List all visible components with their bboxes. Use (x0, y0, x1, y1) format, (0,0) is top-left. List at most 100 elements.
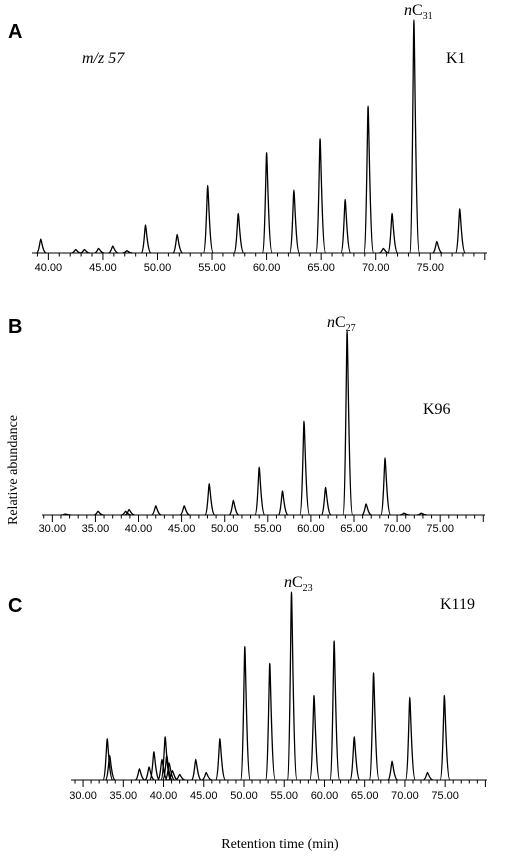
peak (387, 760, 399, 781)
tick-label: 75.00 (426, 523, 454, 535)
tick-label: 45.00 (190, 790, 218, 802)
peak (409, 19, 421, 254)
peak (157, 758, 168, 781)
panel-letter-c: C (8, 595, 22, 617)
peak (167, 769, 179, 781)
panel-letter-b: B (8, 316, 22, 338)
tick-label: 55.00 (270, 790, 298, 802)
peak (94, 247, 105, 254)
peak (149, 751, 161, 781)
peak (254, 466, 266, 516)
peak (342, 330, 354, 516)
tick-label: 35.00 (110, 790, 138, 802)
peak (151, 505, 162, 516)
peak (363, 105, 375, 254)
panel-c: C K119 nC23 30.00 35.00 40.00 45.00 50.00 55.… (8, 574, 487, 802)
peak (36, 238, 47, 254)
trace-a (32, 19, 487, 254)
peak (124, 508, 135, 516)
panel-b: B K96 nC27 30.00 35.00 40.00 45.00 50.00 55.0… (8, 314, 485, 535)
tick-label: 45.00 (168, 523, 196, 535)
peak (172, 233, 184, 254)
x-axis-c: 30.00 35.00 40.00 45.00 50.00 55.00 60.00 65.00… (69, 780, 486, 802)
peak (404, 696, 416, 781)
peak (423, 771, 434, 781)
sample-label-k119: K119 (440, 596, 475, 613)
peak (202, 184, 214, 254)
tick-label: 70.00 (362, 262, 390, 274)
peak (233, 212, 245, 254)
x-axis-title: Retention time (min) (221, 837, 339, 852)
sample-label-k1: K1 (446, 50, 466, 67)
peak-label-nc27: nC27 (327, 314, 356, 334)
peak (320, 486, 332, 516)
tick-label: 75.00 (416, 262, 444, 274)
peak (329, 640, 341, 781)
peak (264, 662, 276, 781)
tick-label: 65.00 (340, 523, 368, 535)
peak (340, 198, 352, 254)
tick-label: 60.00 (311, 790, 339, 802)
peak (121, 510, 132, 516)
peak (399, 512, 410, 516)
peak (179, 505, 190, 516)
peak (439, 694, 451, 781)
peak (140, 224, 152, 254)
peak (134, 768, 146, 781)
peak (122, 250, 133, 254)
peak-label-nc23: nC23 (284, 574, 313, 594)
peak (286, 591, 298, 781)
tick-label: 55.00 (198, 262, 226, 274)
tick-label: 40.00 (150, 790, 178, 802)
sample-label-k96: K96 (423, 401, 451, 418)
tick-label: 70.00 (383, 523, 411, 535)
peak (454, 208, 466, 254)
tick-label: 50.00 (144, 262, 172, 274)
tick-label: 65.00 (307, 262, 335, 274)
peak (215, 737, 227, 781)
tick-label: 45.00 (89, 262, 117, 274)
peak (93, 510, 104, 516)
peak (361, 503, 372, 516)
tick-label: 75.00 (431, 790, 459, 802)
tick-label: 35.00 (82, 523, 110, 535)
peak (261, 152, 273, 254)
tick-label: 40.00 (125, 523, 153, 535)
tick-label: 40.00 (35, 262, 63, 274)
x-axis-b: 30.00 35.00 40.00 45.00 50.00 55.00 60.00 65.00… (39, 515, 484, 535)
peak (71, 248, 82, 254)
peak-label-nc31: nC31 (404, 2, 433, 22)
panel-a: A m/z 57 K1 nC31 40.00 45.00 50.00 55.00 60.… (8, 2, 487, 274)
peak (379, 247, 390, 254)
peak (164, 762, 176, 781)
panel-letter-a: A (8, 21, 22, 43)
peak (228, 499, 240, 516)
peak (144, 766, 155, 781)
peak (108, 245, 119, 254)
peak (104, 754, 116, 781)
peak (204, 483, 216, 516)
tick-label: 70.00 (391, 790, 419, 802)
peak (239, 645, 252, 781)
tick-label: 60.00 (297, 523, 325, 535)
peak (368, 672, 380, 781)
peak (349, 736, 361, 781)
peak (432, 240, 443, 254)
peak (289, 189, 301, 254)
peak (380, 457, 392, 516)
peak (201, 771, 212, 781)
tick-label: 65.00 (351, 790, 379, 802)
peak (387, 212, 399, 254)
tick-label: 60.00 (253, 262, 281, 274)
trace-c (71, 591, 487, 781)
tick-label: 30.00 (39, 523, 67, 535)
ion-label: m/z 57 (82, 50, 125, 67)
peak (102, 737, 114, 781)
tick-label: 30.00 (69, 790, 97, 802)
peak (161, 754, 173, 781)
peak (61, 513, 71, 516)
tick-label: 55.00 (254, 523, 282, 535)
tick-label: 50.00 (230, 790, 258, 802)
y-axis-title: Relative abundance (6, 415, 21, 525)
